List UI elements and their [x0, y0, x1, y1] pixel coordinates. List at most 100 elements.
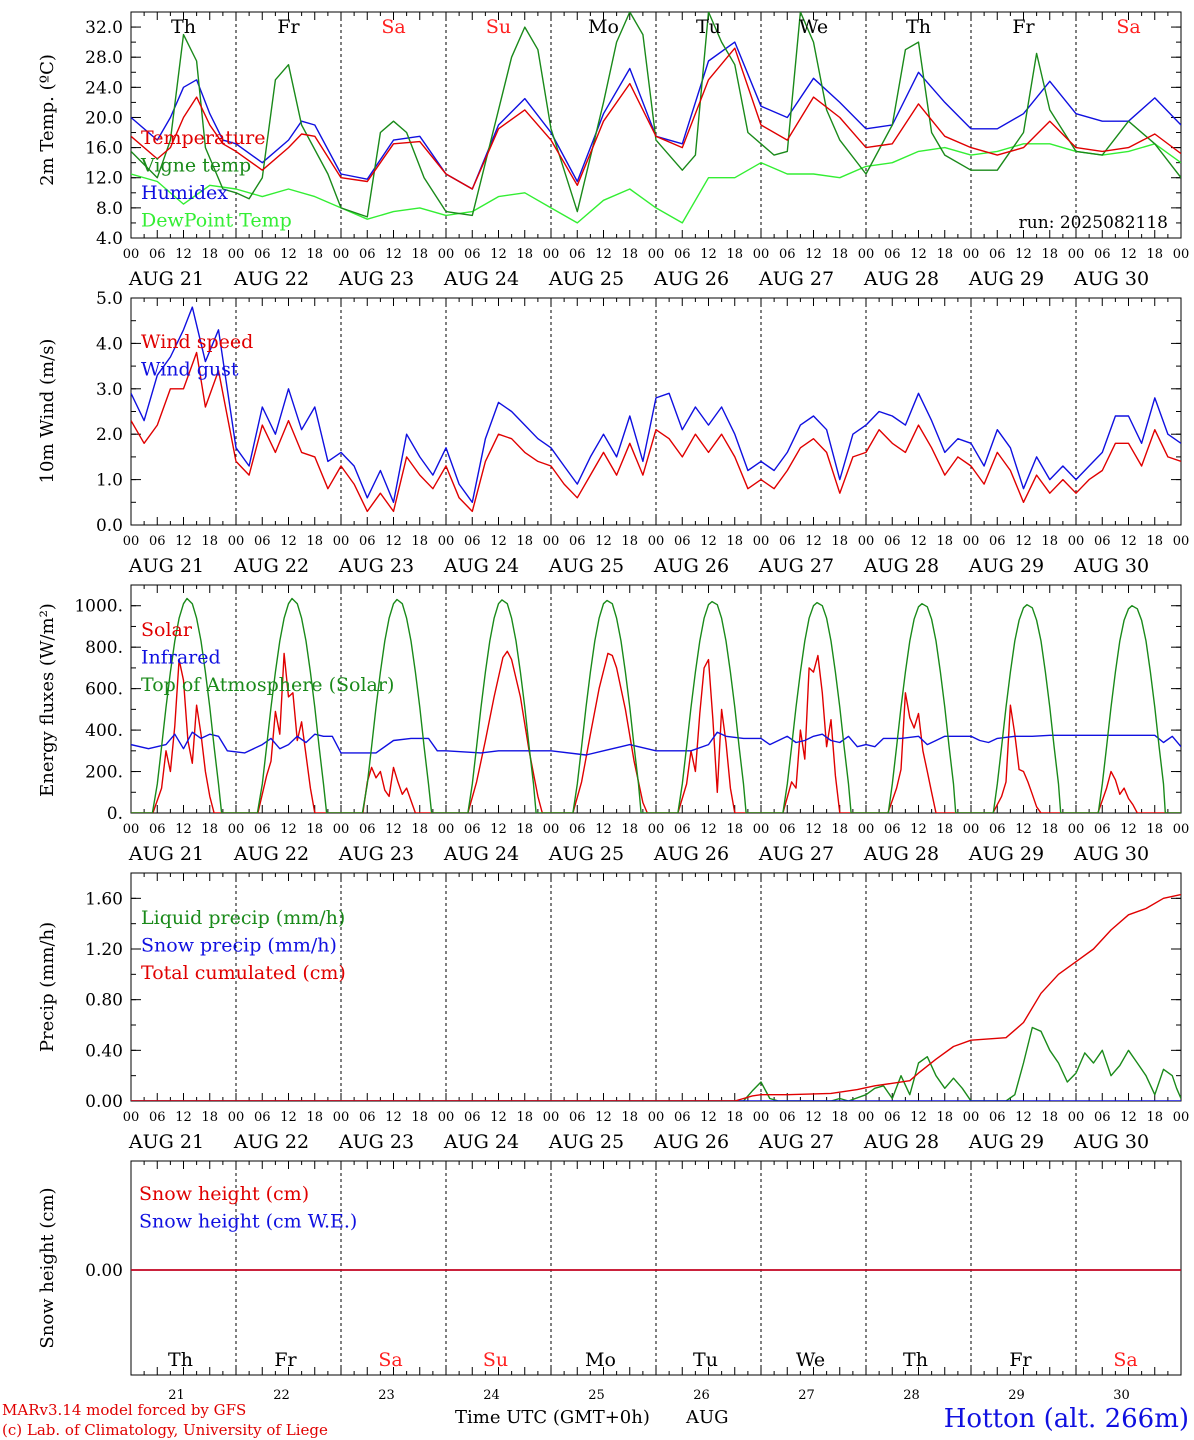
- date-label: AUG 23: [338, 1131, 414, 1153]
- y-tick-label: 0.00: [85, 1092, 123, 1112]
- hour-label: 00: [438, 1110, 455, 1125]
- date-label: AUG 27: [758, 1131, 834, 1153]
- hour-label: 18: [621, 534, 638, 549]
- hour-label: 12: [700, 822, 717, 837]
- series-line-solar: [131, 650, 1181, 813]
- weekday-label: We: [796, 1349, 825, 1371]
- hour-label: 18: [411, 1110, 428, 1125]
- y-tick-label: 0.00: [85, 1261, 123, 1281]
- legend-entry: Humidex: [141, 182, 228, 204]
- hour-label: 18: [201, 534, 218, 549]
- hour-label: 00: [963, 822, 980, 837]
- hour-label: 12: [1120, 1110, 1137, 1125]
- date-label: AUG 25: [548, 268, 624, 290]
- hour-label: 06: [779, 534, 796, 549]
- hour-label: 18: [516, 1110, 533, 1125]
- hour-label: 12: [385, 1110, 402, 1125]
- weekday-label: Sa: [1116, 16, 1140, 38]
- hour-label: 18: [1146, 534, 1163, 549]
- series-group: [131, 893, 1181, 1101]
- date-label: AUG 30: [1073, 1131, 1149, 1153]
- hour-label: 06: [674, 534, 691, 549]
- date-label: AUG 21: [128, 1131, 204, 1153]
- date-label: AUG 29: [968, 843, 1044, 865]
- hour-label: 12: [385, 534, 402, 549]
- hour-label: 06: [569, 822, 586, 837]
- hour-label: 00: [123, 1110, 140, 1125]
- hour-label: 06: [1094, 822, 1111, 837]
- hour-label: 00: [228, 534, 245, 549]
- hour-label: 12: [910, 247, 927, 262]
- hour-label: 18: [936, 247, 953, 262]
- date-label: AUG 22: [233, 843, 309, 865]
- hour-label: 00: [228, 247, 245, 262]
- series-line-vigne-temp: [131, 12, 1181, 218]
- weekday-label: Sa: [378, 1349, 402, 1371]
- y-tick-label: 16.0: [85, 139, 123, 159]
- hour-label: 00: [1173, 534, 1190, 549]
- date-label: AUG 28: [863, 843, 939, 865]
- hour-label: 06: [674, 1110, 691, 1125]
- weekday-label: Fr: [274, 1349, 297, 1371]
- date-label: AUG 26: [653, 268, 729, 290]
- date-label: AUG 30: [1073, 843, 1149, 865]
- hour-label: 18: [306, 534, 323, 549]
- hour-label: 00: [543, 822, 560, 837]
- hour-label: 18: [726, 822, 743, 837]
- hour-label: 00: [333, 247, 350, 262]
- hour-label: 00: [1173, 822, 1190, 837]
- hour-label: 00: [228, 822, 245, 837]
- hour-label: 00: [753, 534, 770, 549]
- legend-entry: Total cumulated (cm): [141, 962, 346, 984]
- hour-label: 00: [858, 534, 875, 549]
- weekday-label: Fr: [1009, 1349, 1032, 1371]
- hour-label: 12: [490, 822, 507, 837]
- hour-label: 18: [621, 822, 638, 837]
- credits-line-1: MARv3.14 model forced by GFS: [2, 1401, 246, 1419]
- y-tick-label: 24.0: [85, 78, 123, 98]
- series-group: [131, 306, 1181, 513]
- hour-label: 18: [516, 247, 533, 262]
- hour-label: 18: [201, 822, 218, 837]
- y-tick-label: 1000.: [74, 597, 123, 617]
- y-tick-label: 0.0: [96, 516, 123, 536]
- legend-entry: Infrared: [141, 647, 221, 669]
- hour-label: 00: [753, 247, 770, 262]
- y-axis-label: 2m Temp. (ºC): [37, 54, 58, 186]
- series-line-liquid-precip-mm-h: [131, 1026, 1181, 1101]
- y-tick-label: 1.60: [85, 889, 123, 909]
- hour-label: 12: [595, 822, 612, 837]
- hour-label: 06: [989, 1110, 1006, 1125]
- hour-label: 12: [700, 1110, 717, 1125]
- date-label: AUG 25: [548, 843, 624, 865]
- hour-label: 06: [464, 247, 481, 262]
- y-tick-label: 0.80: [85, 991, 123, 1011]
- date-label: AUG 27: [758, 268, 834, 290]
- legend-entry: Vigne temp: [140, 155, 251, 177]
- hour-label: 12: [1015, 534, 1032, 549]
- hour-label: 18: [831, 1110, 848, 1125]
- hour-label: 18: [411, 534, 428, 549]
- hour-label: 12: [910, 534, 927, 549]
- hour-label: 06: [989, 534, 1006, 549]
- hour-label: 12: [175, 247, 192, 262]
- hour-label: 00: [753, 822, 770, 837]
- hour-label: 18: [1041, 534, 1058, 549]
- hour-label: 12: [595, 1110, 612, 1125]
- hour-label: 00: [858, 1110, 875, 1125]
- date-label: AUG 23: [338, 843, 414, 865]
- hour-label: 00: [333, 1110, 350, 1125]
- date-label: AUG 27: [758, 555, 834, 577]
- weekday-label: Sa: [381, 16, 405, 38]
- panel-3: Energy fluxes (W/m²) 0. 200. 400. 600. 800. 10…: [37, 584, 1190, 865]
- hour-label: 12: [280, 247, 297, 262]
- date-label: AUG 24: [443, 843, 519, 865]
- hour-label: 00: [963, 1110, 980, 1125]
- hour-label: 12: [1120, 534, 1137, 549]
- date-label: AUG 30: [1073, 555, 1149, 577]
- date-label: AUG 24: [443, 555, 519, 577]
- hour-label: 12: [175, 534, 192, 549]
- hour-label: 06: [569, 247, 586, 262]
- date-label: AUG 26: [653, 1131, 729, 1153]
